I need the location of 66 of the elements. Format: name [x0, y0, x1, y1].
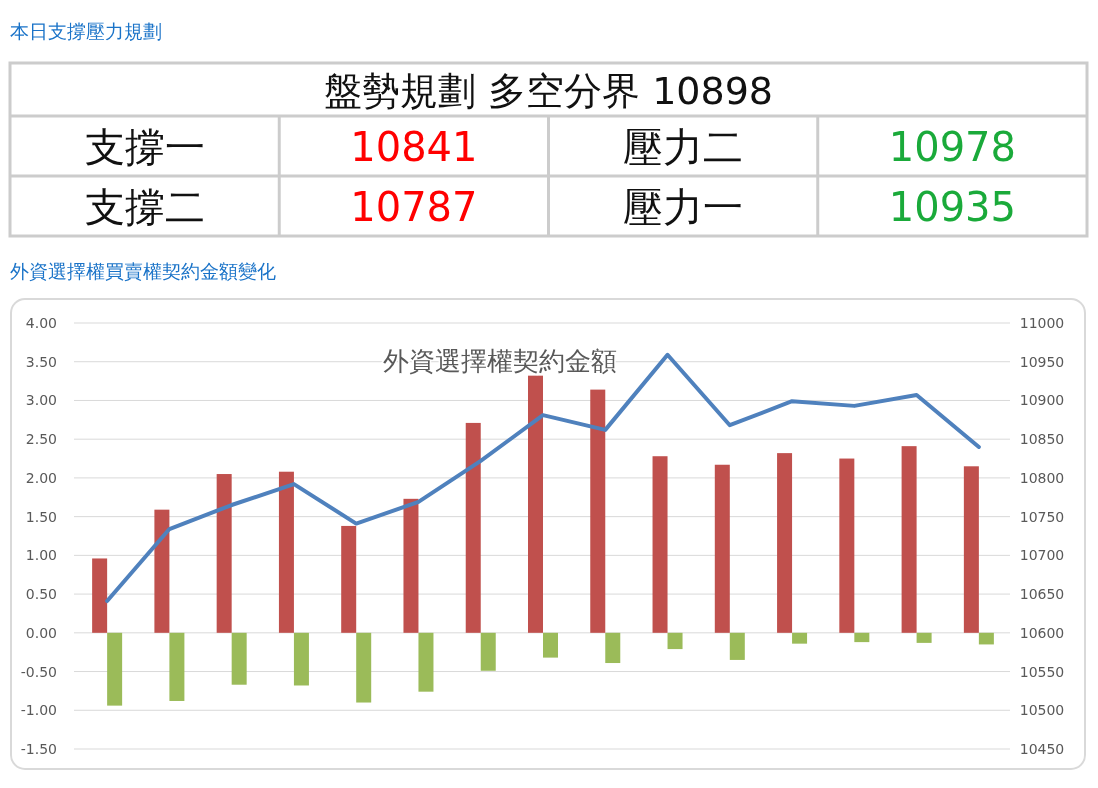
y-tick-label: 2.50 — [25, 431, 57, 448]
y2-tick-label: 10450 — [1019, 741, 1065, 757]
annotation: 外資選擇權契約金額 — [383, 346, 617, 376]
y2-tick-label: 10500 — [1019, 702, 1065, 719]
bar — [528, 375, 543, 633]
bar — [667, 632, 683, 650]
bar — [92, 558, 108, 633]
bar — [963, 466, 979, 633]
bar — [480, 632, 496, 671]
chart-title: 外資選擇權買賣權契約金額變化 — [10, 260, 276, 282]
y2-tick-label: 10650 — [1019, 586, 1065, 603]
text: 壓力一 — [623, 184, 744, 230]
bar — [107, 632, 123, 706]
bar — [729, 632, 745, 660]
bar — [154, 509, 170, 633]
y-tick-label: 2.00 — [25, 469, 57, 486]
y2-tick-label: 11000 — [1019, 315, 1065, 331]
bar — [590, 389, 606, 633]
bar — [418, 632, 434, 692]
y-tick-label: 0.50 — [25, 586, 57, 603]
text: 本日支撐壓力規劃 — [10, 20, 162, 42]
bar — [216, 474, 232, 633]
bar — [714, 464, 730, 633]
text: 壓力二 — [623, 124, 744, 170]
bar — [403, 498, 419, 633]
y2-tick-label: 10750 — [1019, 508, 1065, 525]
bar — [854, 632, 870, 643]
y-tick-label: 1.00 — [25, 547, 57, 564]
text: 10787 — [350, 184, 478, 230]
bar — [356, 632, 372, 703]
y2-tick-label: 10900 — [1019, 392, 1065, 409]
bar — [231, 632, 247, 685]
y2-tick-label: 10600 — [1019, 624, 1065, 641]
bar — [605, 632, 621, 664]
bar — [293, 632, 309, 686]
y2-tick-label: 10550 — [1019, 663, 1065, 680]
text: 10935 — [888, 184, 1016, 230]
y2-tick-label: 10800 — [1019, 469, 1065, 486]
y-tick-label: 4.00 — [25, 315, 57, 331]
y2-tick-label: 10850 — [1019, 431, 1065, 448]
bar — [978, 632, 994, 645]
bar — [341, 525, 357, 633]
bar — [169, 632, 185, 701]
bar — [652, 456, 668, 633]
y-tick-label: 0.00 — [25, 624, 57, 641]
text: 支撐二 — [84, 184, 205, 230]
y-tick-label: -1.00 — [20, 702, 57, 719]
text: 10978 — [888, 124, 1016, 170]
y-tick-label: 1.50 — [25, 508, 57, 525]
bar — [465, 422, 481, 633]
bar — [278, 471, 294, 633]
y-tick-label: -1.50 — [20, 741, 57, 757]
y2-tick-label: 10700 — [1019, 547, 1065, 564]
bar — [839, 458, 855, 633]
y-tick-label: 3.00 — [25, 392, 57, 409]
bar — [901, 446, 917, 633]
bar — [777, 453, 793, 633]
y-tick-label: -0.50 — [20, 663, 57, 680]
y2-tick-label: 10950 — [1019, 353, 1065, 370]
y-tick-label: 3.50 — [25, 353, 57, 370]
bar — [543, 632, 558, 658]
bar — [916, 632, 932, 643]
text: 盤勢規劃 多空分界 10898 — [323, 69, 774, 113]
bar — [792, 632, 808, 644]
text: 10841 — [350, 124, 478, 170]
text: 支撐一 — [84, 124, 205, 170]
